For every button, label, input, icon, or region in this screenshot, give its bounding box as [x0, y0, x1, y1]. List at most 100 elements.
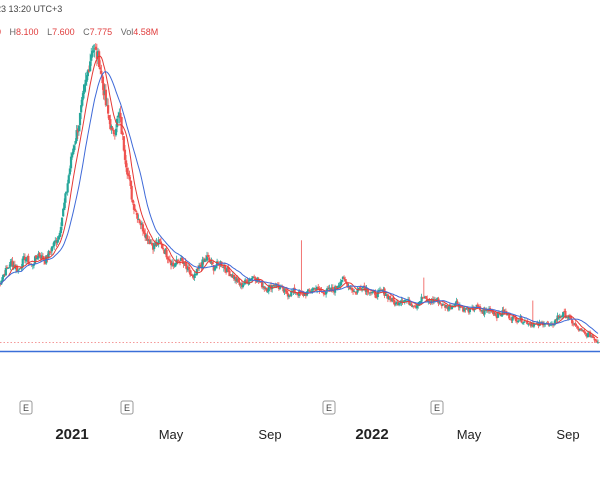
candle-body — [427, 299, 430, 302]
x-tick-label: Sep — [556, 427, 579, 442]
candle-body — [86, 70, 89, 77]
candle — [560, 314, 564, 319]
event-marker-box — [19, 400, 33, 415]
candle — [213, 265, 216, 272]
candle-body — [145, 234, 148, 239]
candle-body — [430, 299, 433, 303]
candle — [286, 290, 289, 300]
candle-body — [328, 287, 331, 289]
candle — [195, 268, 198, 276]
candle-body — [194, 274, 197, 276]
candle-body — [81, 97, 84, 106]
candle-body — [510, 319, 513, 321]
candle — [414, 304, 418, 310]
candle-body — [148, 239, 151, 244]
candle-body — [87, 69, 91, 72]
candle-body — [10, 261, 13, 263]
candle — [55, 237, 58, 247]
candle — [344, 276, 347, 282]
candle — [455, 297, 458, 307]
candle-body — [141, 224, 145, 232]
candle-body — [366, 288, 369, 293]
candle-body — [184, 262, 187, 267]
candle-body — [518, 320, 521, 322]
candle-body — [123, 149, 127, 160]
candle — [121, 130, 124, 140]
candle-body — [85, 75, 88, 82]
candle — [131, 199, 134, 205]
candle-body — [191, 275, 194, 276]
candle-body — [466, 308, 469, 310]
candle-body — [356, 289, 359, 293]
candle — [103, 84, 106, 101]
candle — [138, 218, 141, 224]
candle-body — [11, 260, 14, 267]
candle — [135, 210, 138, 215]
candle-body — [287, 295, 291, 297]
candle-body — [165, 249, 168, 258]
candle-body — [348, 286, 351, 289]
candle-body — [339, 281, 342, 286]
candle-body — [140, 223, 143, 225]
candle-body — [78, 113, 82, 126]
candle-body — [580, 328, 583, 331]
candle-body — [237, 278, 240, 283]
candle-body — [238, 281, 241, 285]
candle-body — [431, 298, 434, 303]
candle-body — [35, 255, 38, 259]
candle-body — [211, 261, 214, 265]
candle-body — [126, 168, 129, 175]
candle-body — [359, 288, 363, 290]
candle-body — [146, 235, 149, 241]
candle — [81, 93, 84, 108]
candle-body — [439, 303, 442, 304]
candle-body — [326, 288, 329, 292]
candle-body — [0, 280, 3, 285]
candle — [123, 144, 127, 165]
event-marker: E — [120, 400, 134, 415]
candle-body — [554, 319, 557, 324]
candle-body — [66, 183, 69, 193]
candle-body — [556, 315, 559, 321]
candle-body — [456, 301, 459, 305]
candle — [283, 288, 286, 295]
candle-body — [150, 242, 154, 245]
candle-body — [111, 127, 114, 130]
candle — [171, 259, 174, 267]
ohlc-low-value: 7.600 — [52, 27, 75, 37]
candle-body — [436, 297, 439, 300]
candle-body — [108, 115, 111, 121]
candle-body — [112, 129, 115, 135]
candle-body — [586, 333, 589, 338]
candle — [122, 136, 125, 152]
candle-body — [344, 279, 347, 282]
candle-body — [5, 267, 9, 269]
candle-body — [481, 309, 484, 312]
event-marker: E — [19, 400, 33, 415]
candle-body — [69, 156, 73, 169]
candle-body — [401, 300, 404, 302]
candle-body — [12, 265, 15, 268]
ohlc-legend: 0 H8.100 L7.600 C7.775 Vol4.58M — [0, 27, 164, 37]
candle — [340, 279, 343, 286]
candle-body — [303, 293, 306, 296]
candle — [241, 281, 245, 289]
candle — [593, 336, 596, 343]
candle — [253, 274, 256, 278]
candle-body — [221, 266, 224, 268]
candle — [224, 268, 228, 275]
candle — [273, 284, 276, 288]
candle-body — [151, 243, 155, 250]
candle-body — [273, 284, 276, 287]
candle-body — [357, 287, 360, 290]
candle-body — [264, 287, 267, 289]
candle-body — [413, 305, 416, 307]
candle-body — [444, 305, 447, 308]
candle — [186, 264, 189, 272]
candle-body — [465, 308, 468, 310]
candle-body — [16, 265, 19, 272]
candle — [263, 285, 266, 292]
candle-body — [1, 277, 4, 282]
